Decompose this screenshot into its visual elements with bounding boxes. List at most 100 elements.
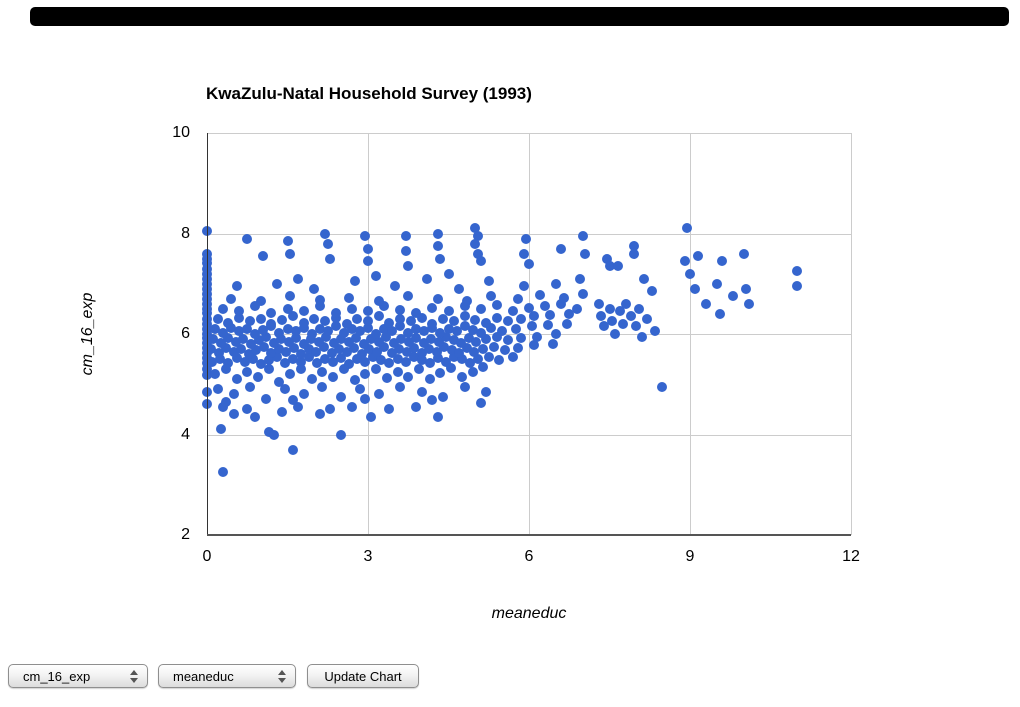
data-point[interactable] xyxy=(320,228,331,239)
data-point[interactable] xyxy=(647,286,658,297)
data-point[interactable] xyxy=(427,318,438,329)
data-point[interactable] xyxy=(314,301,325,312)
data-point[interactable] xyxy=(268,338,279,349)
data-point[interactable] xyxy=(274,327,285,338)
data-point[interactable] xyxy=(494,355,505,366)
data-point[interactable] xyxy=(266,318,277,329)
data-point[interactable] xyxy=(281,346,292,357)
data-point[interactable] xyxy=(521,233,532,244)
data-point[interactable] xyxy=(360,231,371,241)
data-point[interactable] xyxy=(218,327,229,338)
data-point[interactable] xyxy=(364,344,375,355)
data-point[interactable] xyxy=(336,391,347,402)
data-point[interactable] xyxy=(604,261,615,272)
data-point[interactable] xyxy=(612,261,623,272)
data-point[interactable] xyxy=(309,313,320,324)
data-point[interactable] xyxy=(438,313,449,324)
data-point[interactable] xyxy=(330,307,341,318)
data-point[interactable] xyxy=(395,304,406,315)
data-point[interactable] xyxy=(556,243,567,254)
data-point[interactable] xyxy=(558,292,569,303)
data-point[interactable] xyxy=(213,348,224,359)
data-point[interactable] xyxy=(469,346,480,357)
data-point[interactable] xyxy=(441,331,452,342)
data-point[interactable] xyxy=(242,366,253,377)
data-point[interactable] xyxy=(349,276,360,287)
data-point[interactable] xyxy=(403,371,414,382)
data-point[interactable] xyxy=(287,354,298,365)
data-point[interactable] xyxy=(518,248,529,259)
data-point[interactable] xyxy=(446,363,457,374)
data-point[interactable] xyxy=(607,316,618,327)
data-point[interactable] xyxy=(253,335,264,346)
data-point[interactable] xyxy=(206,344,217,355)
data-point[interactable] xyxy=(470,223,481,234)
data-point[interactable] xyxy=(395,313,406,324)
data-point[interactable] xyxy=(334,344,345,355)
data-point[interactable] xyxy=(282,303,293,314)
data-point[interactable] xyxy=(349,343,360,354)
data-point[interactable] xyxy=(293,401,304,412)
data-point[interactable] xyxy=(424,358,435,369)
data-point[interactable] xyxy=(515,333,526,344)
data-point[interactable] xyxy=(400,231,411,241)
data-point[interactable] xyxy=(263,355,274,366)
data-point[interactable] xyxy=(221,343,232,354)
data-point[interactable] xyxy=(328,338,339,349)
data-point[interactable] xyxy=(400,246,411,257)
data-point[interactable] xyxy=(242,323,253,334)
data-point[interactable] xyxy=(220,396,231,407)
data-point[interactable] xyxy=(371,346,382,357)
data-point[interactable] xyxy=(313,336,324,347)
data-point[interactable] xyxy=(258,341,269,352)
data-point[interactable] xyxy=(282,323,293,334)
data-point[interactable] xyxy=(416,355,427,366)
data-point[interactable] xyxy=(287,311,298,322)
data-point[interactable] xyxy=(320,316,331,327)
data-point[interactable] xyxy=(314,323,325,334)
data-point[interactable] xyxy=(604,303,615,314)
data-point[interactable] xyxy=(320,354,331,365)
data-point[interactable] xyxy=(650,326,661,337)
data-point[interactable] xyxy=(330,321,341,332)
data-point[interactable] xyxy=(631,321,642,332)
data-point[interactable] xyxy=(223,358,234,369)
data-point[interactable] xyxy=(499,345,510,356)
data-point[interactable] xyxy=(312,358,323,369)
data-point[interactable] xyxy=(277,406,288,417)
data-point[interactable] xyxy=(456,338,467,349)
data-point[interactable] xyxy=(464,358,475,369)
data-point[interactable] xyxy=(328,371,339,382)
data-point[interactable] xyxy=(258,251,269,262)
data-point[interactable] xyxy=(513,293,524,304)
data-point[interactable] xyxy=(360,369,371,380)
data-point[interactable] xyxy=(379,301,390,312)
data-point[interactable] xyxy=(431,346,442,357)
data-point[interactable] xyxy=(593,298,604,309)
data-point[interactable] xyxy=(529,311,540,322)
data-point[interactable] xyxy=(475,327,486,338)
data-point[interactable] xyxy=(285,369,296,380)
data-point[interactable] xyxy=(432,228,443,239)
data-point[interactable] xyxy=(475,256,486,267)
data-point[interactable] xyxy=(403,336,414,347)
data-point[interactable] xyxy=(451,326,462,337)
data-point[interactable] xyxy=(255,359,266,370)
data-point[interactable] xyxy=(717,256,728,267)
data-point[interactable] xyxy=(321,331,332,342)
data-point[interactable] xyxy=(620,298,631,309)
data-point[interactable] xyxy=(403,327,414,338)
data-point[interactable] xyxy=(489,341,500,352)
data-point[interactable] xyxy=(443,268,454,279)
data-point[interactable] xyxy=(483,351,494,362)
data-point[interactable] xyxy=(271,278,282,289)
data-point[interactable] xyxy=(411,307,422,318)
data-point[interactable] xyxy=(250,301,261,312)
data-point[interactable] xyxy=(432,353,443,364)
data-point[interactable] xyxy=(349,375,360,386)
data-point[interactable] xyxy=(371,364,382,375)
data-point[interactable] xyxy=(218,467,229,478)
data-point[interactable] xyxy=(462,296,473,307)
data-point[interactable] xyxy=(491,312,502,323)
data-point[interactable] xyxy=(251,345,262,356)
